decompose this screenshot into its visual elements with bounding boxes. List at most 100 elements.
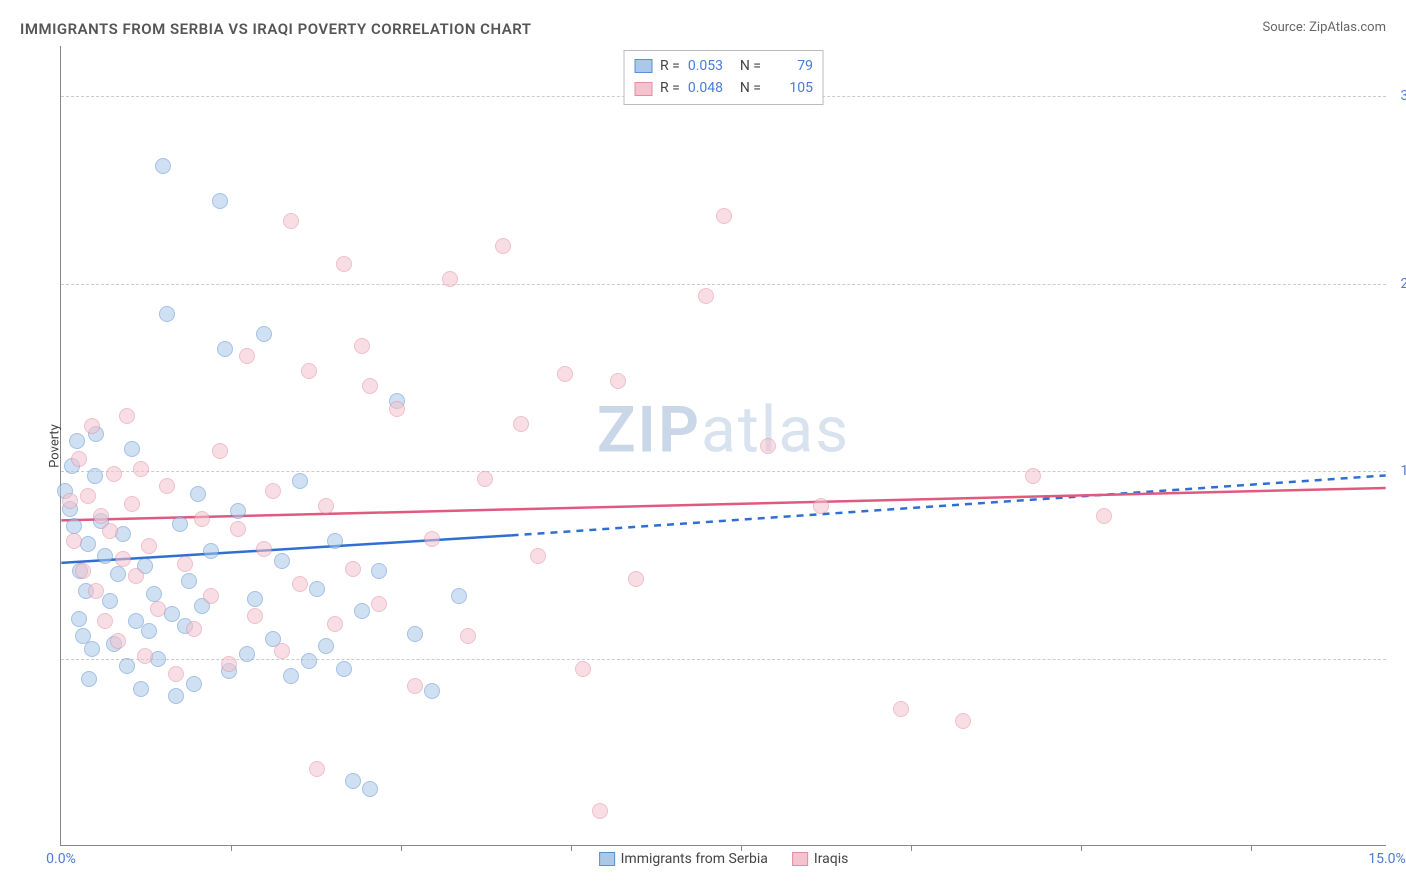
point-serbia <box>97 548 113 564</box>
r-label: R = <box>660 55 680 77</box>
point-serbia <box>389 393 405 409</box>
point-iraqi <box>106 466 122 482</box>
point-iraqi <box>194 511 210 527</box>
point-iraqi <box>460 628 476 644</box>
x-tick-mark <box>571 845 572 851</box>
point-iraqi <box>1025 468 1041 484</box>
point-iraqi <box>141 538 157 554</box>
point-serbia <box>345 773 361 789</box>
point-iraqi <box>80 488 96 504</box>
point-iraqi <box>354 338 370 354</box>
x-tick-mark <box>401 845 402 851</box>
y-tick-label: 15.0% <box>1390 463 1406 479</box>
point-iraqi <box>150 601 166 617</box>
bottom-legend: Immigrants from Serbia Iraqis <box>599 851 849 867</box>
point-iraqi <box>84 418 100 434</box>
watermark-bold: ZIP <box>597 392 701 467</box>
point-iraqi <box>133 461 149 477</box>
point-iraqi <box>309 761 325 777</box>
point-serbia <box>57 483 73 499</box>
point-serbia <box>336 661 352 677</box>
point-serbia <box>203 543 219 559</box>
point-iraqi <box>124 496 140 512</box>
point-iraqi <box>557 366 573 382</box>
n-value-serbia: 79 <box>769 55 813 77</box>
swatch-serbia-icon <box>634 59 652 73</box>
point-serbia <box>150 651 166 667</box>
point-serbia <box>292 473 308 489</box>
point-serbia <box>78 583 94 599</box>
n-label: N = <box>740 55 761 77</box>
point-serbia <box>164 606 180 622</box>
point-iraqi <box>203 588 219 604</box>
point-serbia <box>62 501 78 517</box>
point-iraqi <box>813 498 829 514</box>
point-iraqi <box>110 633 126 649</box>
point-serbia <box>221 663 237 679</box>
x-tick-mark <box>911 845 912 851</box>
point-iraqi <box>628 571 644 587</box>
point-iraqi <box>102 523 118 539</box>
point-serbia <box>115 526 131 542</box>
point-iraqi <box>893 701 909 717</box>
y-tick-label: 30.0% <box>1390 88 1406 104</box>
x-tick-mark <box>231 845 232 851</box>
point-iraqi <box>119 408 135 424</box>
n-label-2: N = <box>740 77 761 99</box>
point-iraqi <box>477 471 493 487</box>
point-iraqi <box>301 363 317 379</box>
r-label-2: R = <box>660 77 680 99</box>
point-serbia <box>84 641 100 657</box>
point-serbia <box>239 646 255 662</box>
point-serbia <box>309 581 325 597</box>
point-iraqi <box>362 378 378 394</box>
gridline-h <box>61 471 1386 472</box>
point-iraqi <box>97 613 113 629</box>
point-serbia <box>265 631 281 647</box>
point-iraqi <box>168 666 184 682</box>
point-iraqi <box>495 238 511 254</box>
point-serbia <box>247 591 263 607</box>
watermark: ZIPatlas <box>597 392 850 467</box>
point-serbia <box>190 486 206 502</box>
point-serbia <box>80 536 96 552</box>
point-serbia <box>212 193 228 209</box>
x-tick-mark <box>1251 845 1252 851</box>
point-serbia <box>354 603 370 619</box>
point-iraqi <box>159 478 175 494</box>
y-tick-label: 7.5% <box>1390 651 1406 667</box>
point-iraqi <box>75 563 91 579</box>
point-serbia <box>181 573 197 589</box>
point-serbia <box>71 611 87 627</box>
point-iraqi <box>513 416 529 432</box>
point-iraqi <box>698 288 714 304</box>
point-serbia <box>159 306 175 322</box>
point-serbia <box>362 781 378 797</box>
n-value-iraqi: 105 <box>769 77 813 99</box>
point-serbia <box>133 681 149 697</box>
plot-area: Poverty ZIPatlas R = 0.053 N = 79 R = 0.… <box>60 46 1386 846</box>
point-iraqi <box>575 661 591 677</box>
stats-row-iraqi: R = 0.048 N = 105 <box>634 77 813 99</box>
x-tick-mark <box>741 845 742 851</box>
point-iraqi <box>230 521 246 537</box>
point-iraqi <box>212 443 228 459</box>
point-iraqi <box>93 508 109 524</box>
point-iraqi <box>221 656 237 672</box>
point-iraqi <box>256 541 272 557</box>
point-iraqi <box>407 678 423 694</box>
point-serbia <box>177 618 193 634</box>
y-axis-label: Poverty <box>47 424 62 468</box>
trend-lines <box>61 46 1386 845</box>
stats-row-serbia: R = 0.053 N = 79 <box>634 55 813 77</box>
chart-title: IMMIGRANTS FROM SERBIA VS IRAQI POVERTY … <box>20 20 532 38</box>
x-tick-mark <box>1081 845 1082 851</box>
point-serbia <box>93 513 109 529</box>
point-serbia <box>88 426 104 442</box>
legend-label-serbia: Immigrants from Serbia <box>621 851 768 867</box>
point-serbia <box>141 623 157 639</box>
point-iraqi <box>292 576 308 592</box>
point-iraqi <box>66 533 82 549</box>
point-serbia <box>146 586 162 602</box>
legend-label-iraqi: Iraqis <box>814 851 848 867</box>
